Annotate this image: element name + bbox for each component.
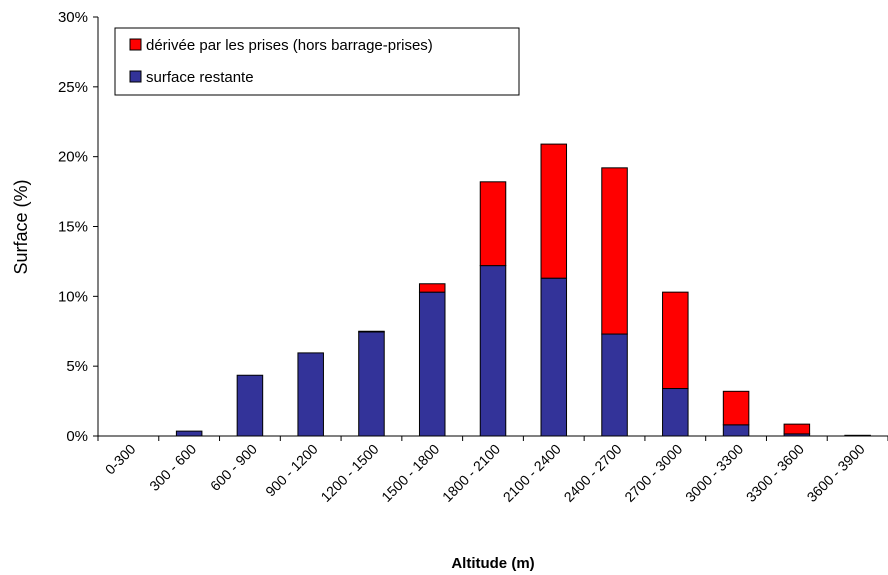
bar [236,374,264,437]
legend-swatch [129,70,142,83]
bar [175,430,203,437]
bar [297,352,324,437]
bar [479,181,507,267]
y-tick-label: 30% [58,9,88,26]
x-tick-label: 3000 - 3300 [682,441,746,505]
legend-box [114,27,520,96]
bar [540,143,568,279]
bar [540,277,568,437]
x-tick-label: 300 - 600 [146,441,199,494]
x-tick-label: 1800 - 2100 [439,441,503,505]
bar [722,424,750,437]
y-tick-label: 0% [66,428,88,445]
x-axis-title: Altitude (m) [451,555,534,572]
bar [418,291,446,437]
bar [479,265,507,437]
y-tick-label: 25% [58,79,88,96]
x-tick-label: 600 - 900 [207,441,260,494]
bar [601,167,628,335]
x-tick-label: 2700 - 3000 [621,441,685,505]
bar [722,390,750,426]
legend-label: dérivée par les prises (hors barrage-pri… [146,37,433,54]
bar [601,333,628,437]
x-tick-label: 0-300 [102,441,139,478]
x-tick-label: 900 - 1200 [262,441,321,500]
y-axis-title: Surface (%) [11,179,31,274]
bar [358,331,385,437]
bar [783,423,811,435]
legend-swatch [129,38,142,51]
y-tick-label: 15% [58,219,88,236]
x-tick-label: 3600 - 3900 [804,441,868,505]
y-tick-label: 20% [58,149,88,166]
bar [662,291,689,390]
bar [358,330,385,333]
x-tick-label: 3300 - 3600 [743,441,807,505]
x-tick-label: 2100 - 2400 [500,441,564,505]
x-tick-label: 1500 - 1800 [378,441,442,505]
legend-label: surface restante [146,69,254,86]
y-tick-label: 5% [66,358,88,375]
bar [418,283,446,293]
y-tick-label: 10% [58,288,88,305]
x-tick-label: 1200 - 1500 [317,441,381,505]
x-tick-label: 2400 - 2700 [561,441,625,505]
bar [662,388,689,437]
